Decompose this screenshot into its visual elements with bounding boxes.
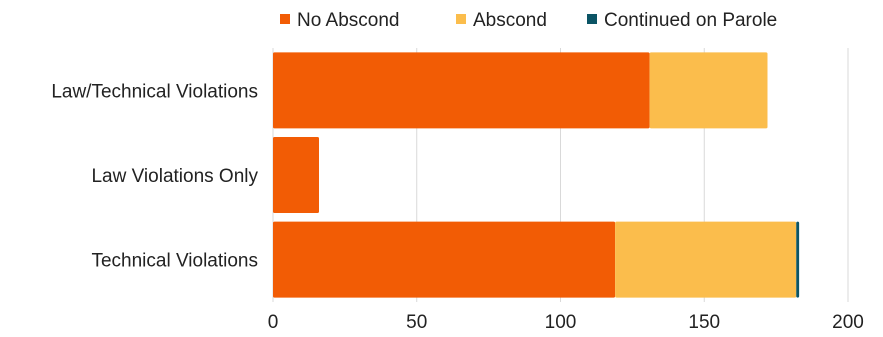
bars [273,52,800,298]
x-tick-label-50: 50 [406,312,427,332]
bar-technical-violations-no-abscond [273,221,616,298]
y-axis-labels: Law/Technical Violations Law Violations O… [51,81,258,271]
bar-law-violations-only-no-abscond [273,137,319,213]
legend: No Abscond Abscond Continued on Parole [280,10,777,31]
legend-swatch-no-abscond [280,14,290,24]
category-label-technical-violations: Technical Violations [91,251,258,272]
legend-swatch-abscond [456,14,466,24]
x-tick-label-0: 0 [268,312,279,332]
x-tick-label-200: 200 [832,312,864,332]
bar-law-technical-violations-no-abscond [273,52,650,129]
bar-technical-violations-continued-on-parole [796,221,800,298]
legend-label-no-abscond: No Abscond [297,10,399,31]
category-label-law-violations-only: Law Violations Only [91,166,258,187]
legend-label-abscond: Abscond [473,10,547,31]
bar-law-technical-violations-abscond [649,52,768,129]
legend-swatch-continued-on-parole [587,14,597,24]
category-label-law-technical-violations: Law/Technical Violations [51,81,258,102]
x-tick-label-150: 150 [688,312,720,332]
x-axis-tick-labels: 0 50 100 150 200 [268,312,864,333]
legend-label-continued-on-parole: Continued on Parole [604,10,777,31]
x-tick-label-100: 100 [545,312,577,332]
bar-technical-violations-abscond [615,221,797,298]
